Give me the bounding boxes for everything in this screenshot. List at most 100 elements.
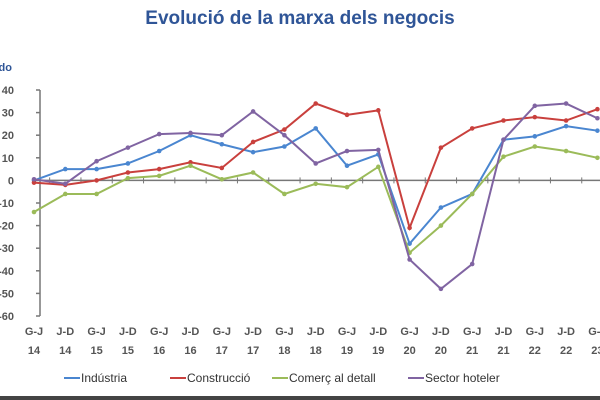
data-point-comer-al-detall [469,191,475,197]
legend-label-construcci-: Construcció [187,371,251,385]
data-point-sector-hoteler [469,261,475,267]
series-line-sector-hoteler [33,102,598,291]
x-tick-label: G-J [25,326,43,338]
data-point-construcci- [156,166,162,172]
data-point-construcci- [219,165,225,171]
x-tick-label: 22 [560,345,572,357]
data-point-sector-hoteler [563,101,569,106]
data-point-construcci- [313,101,319,106]
x-tick-label: 16 [184,345,196,357]
data-point-comer-al-detall [31,209,37,215]
y-tick-label: -60 [0,311,14,323]
data-point-construcci- [469,126,475,131]
data-point-construcci- [501,118,506,123]
data-point-comer-al-detall [438,223,444,228]
x-tick-label: J-D [182,326,200,338]
x-tick-label: J-D [557,326,575,338]
data-point-ind-stria [63,166,68,172]
data-point-comer-al-detall [344,184,350,190]
legend-label-ind-stria: Indústria [81,371,127,385]
x-tick-label: 23 [591,345,600,357]
data-point-sector-hoteler [219,132,225,138]
data-point-ind-stria [438,205,444,210]
data-point-construcci- [344,112,350,118]
x-tick-label: 16 [153,345,165,357]
x-tick-label: J-D [244,326,262,338]
x-tick-label: G-J [213,326,231,338]
x-tick-label: J-D [495,326,513,338]
y-tick-label: 10 [2,153,14,165]
y-tick-label: 20 [2,130,14,142]
data-point-sector-hoteler [532,103,538,109]
data-point-construcci- [376,108,381,113]
data-point-construcci- [94,178,99,183]
data-point-sector-hoteler [63,181,68,187]
x-tick-label: G-J [588,326,600,338]
x-tick-label: 15 [90,345,102,357]
x-tick-label: G-J [526,326,544,338]
x-tick-label: 20 [435,345,447,357]
data-point-comer-al-detall [595,155,600,161]
data-point-construcci- [282,127,287,132]
data-point-construcci- [125,170,131,175]
x-tick-label: 17 [247,345,259,357]
data-point-comer-al-detall [532,144,538,149]
data-point-sector-hoteler [31,176,37,182]
data-point-comer-al-detall [501,154,506,159]
data-point-comer-al-detall [313,181,319,187]
data-point-sector-hoteler [595,115,600,121]
data-point-ind-stria [407,241,412,246]
data-point-construcci- [563,118,569,123]
y-tick-label: 0 [8,175,14,187]
data-point-comer-al-detall [219,176,225,182]
x-tick-label: J-D [369,326,387,338]
y-tick-label: -50 [0,288,14,300]
legend-label-sector-hoteler: Sector hoteler [425,371,500,385]
x-tick-label: J-D [119,326,137,338]
x-tick-label: 21 [466,345,478,357]
data-point-ind-stria [125,161,131,166]
data-point-comer-al-detall [250,170,256,175]
data-point-comer-al-detall [94,191,99,197]
bottom-border [0,396,600,400]
x-tick-label: 15 [122,345,134,357]
data-point-comer-al-detall [282,191,287,197]
data-point-ind-stria [156,148,162,154]
data-point-comer-al-detall [563,148,569,154]
y-tick-label: -30 [0,243,14,255]
y-tick-label: -40 [0,266,14,278]
x-tick-label: G-J [400,326,418,338]
y-axis-label: Saldo [0,62,12,74]
data-point-sector-hoteler [501,137,506,143]
x-tick-label: 22 [529,345,541,357]
x-tick-label: G-J [275,326,293,338]
x-tick-label: 14 [28,345,41,357]
data-point-ind-stria [282,144,287,149]
data-point-sector-hoteler [188,130,193,136]
x-tick-label: G-J [338,326,356,338]
data-point-comer-al-detall [188,163,193,169]
data-point-construcci- [188,160,193,165]
data-point-ind-stria [344,163,350,169]
legend-label-comer-al-detall: Comerç al detall [289,371,376,385]
data-point-ind-stria [94,166,99,172]
data-point-ind-stria [595,128,600,133]
data-point-comer-al-detall [125,175,131,181]
data-point-sector-hoteler [344,148,350,154]
data-point-ind-stria [563,123,569,129]
data-point-construcci- [532,114,538,120]
x-tick-label: G-J [87,326,105,338]
x-tick-label: J-D [432,326,450,338]
data-point-comer-al-detall [156,173,162,179]
data-point-ind-stria [313,126,319,131]
x-tick-label: 20 [403,345,415,357]
y-tick-label: 40 [2,85,14,97]
x-tick-label: 19 [372,345,384,357]
data-point-construcci- [31,180,37,185]
y-tick-label: -10 [0,198,14,210]
data-point-comer-al-detall [376,164,381,170]
data-point-sector-hoteler [250,109,256,114]
data-point-construcci- [407,225,412,231]
data-point-sector-hoteler [282,132,287,138]
data-point-ind-stria [219,141,225,147]
